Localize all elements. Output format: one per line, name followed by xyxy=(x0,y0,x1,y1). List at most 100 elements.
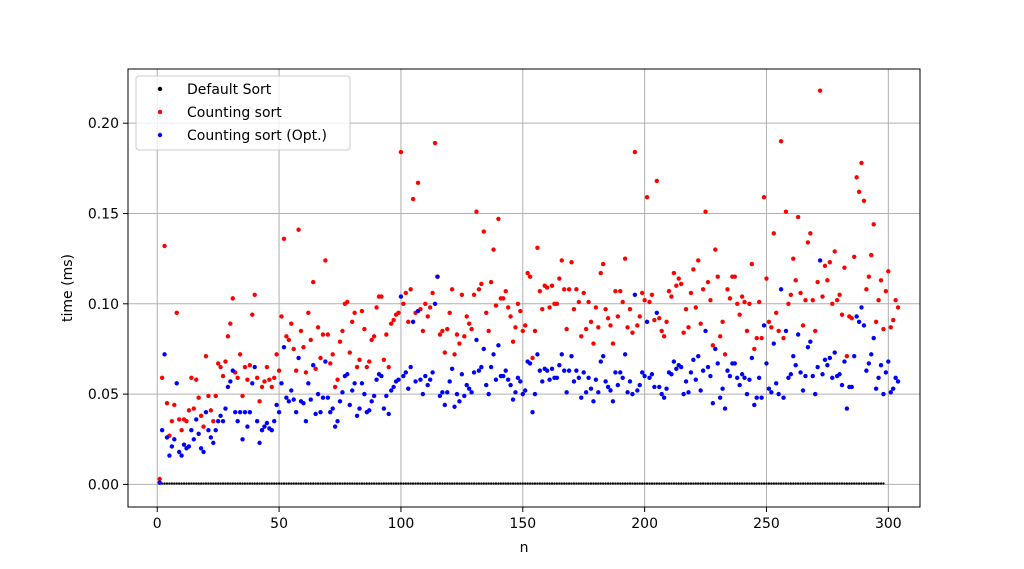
data-point xyxy=(201,424,206,429)
data-point xyxy=(403,370,409,375)
data-point xyxy=(479,281,484,287)
data-point xyxy=(766,386,772,391)
data-point xyxy=(816,482,819,485)
data-point xyxy=(888,390,893,395)
data-point xyxy=(835,482,839,485)
data-point xyxy=(499,482,503,485)
data-point xyxy=(733,482,736,485)
data-point xyxy=(410,319,416,325)
data-point xyxy=(654,310,660,316)
data-point xyxy=(776,391,781,397)
data-point xyxy=(257,399,262,404)
data-point xyxy=(820,372,825,377)
data-point xyxy=(569,353,574,359)
data-point xyxy=(593,377,599,382)
data-point xyxy=(349,388,355,393)
data-point xyxy=(311,363,316,368)
data-point xyxy=(168,482,171,485)
data-point xyxy=(362,326,367,332)
data-point xyxy=(583,326,589,332)
data-point xyxy=(308,337,313,343)
data-point xyxy=(823,482,827,485)
data-point xyxy=(448,482,451,485)
data-point xyxy=(243,482,247,485)
data-point xyxy=(251,482,254,485)
data-point xyxy=(167,453,172,458)
data-point xyxy=(191,437,196,442)
data-point xyxy=(627,379,633,384)
data-point xyxy=(474,337,479,343)
data-point xyxy=(577,482,581,485)
data-point xyxy=(279,381,284,386)
data-point xyxy=(778,287,784,292)
data-point xyxy=(330,352,335,357)
data-point xyxy=(662,482,666,485)
data-point xyxy=(467,482,471,485)
data-point xyxy=(241,482,244,485)
data-point xyxy=(189,428,194,433)
data-point xyxy=(242,364,248,370)
data-point xyxy=(798,290,803,296)
data-point xyxy=(215,419,221,424)
data-point xyxy=(852,254,857,260)
data-point xyxy=(820,294,825,299)
data-point xyxy=(369,399,374,404)
data-point xyxy=(476,287,482,292)
data-point xyxy=(313,411,318,417)
data-point xyxy=(286,337,292,343)
data-point xyxy=(830,375,835,381)
data-point xyxy=(374,305,379,310)
data-point xyxy=(560,482,563,485)
data-point xyxy=(289,388,294,393)
data-point xyxy=(647,299,652,305)
data-point xyxy=(638,482,641,485)
data-point xyxy=(837,292,842,297)
data-point xyxy=(654,178,660,184)
data-point xyxy=(501,373,506,379)
x-tick-label: 50 xyxy=(270,516,288,532)
data-point xyxy=(613,288,618,294)
data-point xyxy=(738,482,741,485)
data-point xyxy=(777,482,780,485)
data-point xyxy=(336,482,339,485)
data-point xyxy=(430,290,435,296)
data-point xyxy=(209,482,213,485)
data-point xyxy=(268,482,271,485)
data-point xyxy=(272,419,277,424)
data-point xyxy=(513,325,518,330)
data-point xyxy=(466,321,472,326)
data-point xyxy=(457,399,462,404)
data-point xyxy=(230,368,235,373)
data-point xyxy=(549,366,555,372)
data-point xyxy=(388,388,394,393)
data-point xyxy=(596,325,601,330)
data-point xyxy=(732,274,737,279)
data-point xyxy=(799,482,802,485)
data-point xyxy=(682,482,685,485)
data-point xyxy=(240,437,245,442)
data-point xyxy=(715,274,720,279)
data-point xyxy=(184,419,189,424)
data-point xyxy=(475,482,478,485)
data-point xyxy=(464,314,469,319)
data-point xyxy=(693,377,699,382)
data-point xyxy=(379,294,384,299)
data-point xyxy=(386,364,391,370)
plot-frame xyxy=(127,68,921,508)
data-point xyxy=(603,379,608,384)
data-point xyxy=(659,328,664,334)
data-point xyxy=(554,301,560,307)
data-point xyxy=(372,482,376,485)
data-point xyxy=(717,334,723,339)
data-point xyxy=(789,482,793,485)
data-point xyxy=(438,482,442,485)
data-point xyxy=(199,482,203,485)
data-point xyxy=(440,328,445,334)
data-point xyxy=(267,377,272,382)
data-point xyxy=(425,314,430,319)
data-point xyxy=(671,359,677,364)
data-point xyxy=(749,261,755,267)
data-point xyxy=(675,482,678,485)
data-point xyxy=(632,292,638,297)
data-point xyxy=(419,482,422,485)
